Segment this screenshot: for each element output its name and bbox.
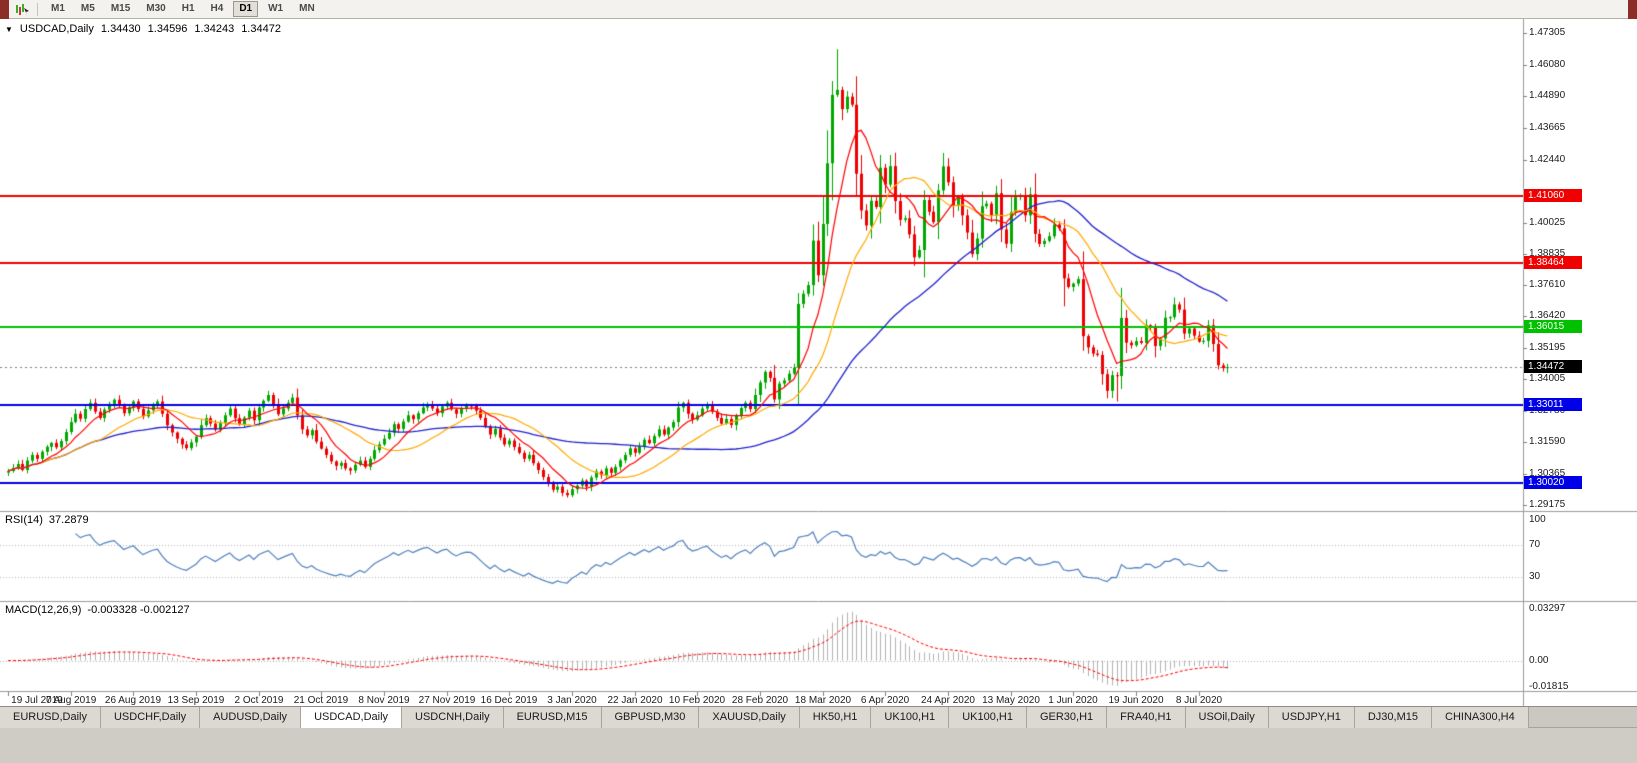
tab-uk100-h1[interactable]: UK100,H1 <box>949 707 1027 728</box>
timeframe-button-h1[interactable]: H1 <box>181 3 195 14</box>
tab-usdchf-daily[interactable]: USDCHF,Daily <box>100 707 201 728</box>
chart-title-close: 1.34472 <box>241 23 281 35</box>
chart-collapse-icon[interactable]: ▼ <box>5 25 13 34</box>
chart-title-symbol: USDCAD,Daily <box>19 23 94 35</box>
rsi-indicator-label: RSI(14) 37.2879 <box>5 514 95 526</box>
toolbar: M1 M5 M15 M30 H1 H4 D1 W1 MN <box>0 0 1637 19</box>
chart-title-high: 1.34596 <box>147 23 188 35</box>
tab-audusd-daily[interactable]: AUDUSD,Daily <box>200 707 302 728</box>
chart-cursor-icon[interactable] <box>12 1 32 18</box>
tab-usdcnh-daily[interactable]: USDCNH,Daily <box>402 707 504 728</box>
macd-name: MACD(12,26,9) <box>5 604 82 616</box>
chart-title-open: 1.34430 <box>100 23 141 35</box>
timeframe-button-m1[interactable]: M1 <box>51 3 65 14</box>
timeframe-buttons: M1 M5 M15 M30 H1 H4 D1 W1 MN <box>43 0 323 19</box>
tab-ger30-h1[interactable]: GER30,H1 <box>1026 707 1108 728</box>
tab-fra40-h1[interactable]: FRA40,H1 <box>1107 707 1186 728</box>
tab-bar-filler <box>1529 707 1637 727</box>
toolbar-separator <box>37 2 38 16</box>
tab-gbpusd-m30[interactable]: GBPUSD,M30 <box>601 707 700 728</box>
tab-eurusd-m15[interactable]: EURUSD,M15 <box>503 707 602 728</box>
tab-usdcad-daily[interactable]: USDCAD,Daily <box>301 707 403 728</box>
tab-uk100-h1[interactable]: UK100,H1 <box>871 707 950 728</box>
chart-title: ▼ USDCAD,Daily 1.34430 1.34596 1.34243 1.3447… <box>5 23 288 35</box>
chart-tab-bar: EURUSD,Daily USDCHF,Daily AUDUSD,Daily USDC… <box>0 706 1637 763</box>
tab-dj30-m15[interactable]: DJ30,M15 <box>1354 707 1432 728</box>
timeframe-button-h4[interactable]: H4 <box>210 3 224 14</box>
tab-usdjpy-h1[interactable]: USDJPY,H1 <box>1268 707 1355 728</box>
tab-hk50-h1[interactable]: HK50,H1 <box>799 707 872 728</box>
rsi-value: 37.2879 <box>48 514 89 526</box>
toolbar-edge-marker-right <box>1628 0 1637 19</box>
macd-values: -0.003328 -0.002127 <box>87 604 190 616</box>
tab-xauusd-daily[interactable]: XAUUSD,Daily <box>699 707 800 728</box>
timeframe-button-m5[interactable]: M5 <box>80 3 95 14</box>
chart-title-low: 1.34243 <box>194 23 235 35</box>
price-chart-canvas[interactable] <box>0 19 1637 706</box>
tab-eurusd-daily[interactable]: EURUSD,Daily <box>0 707 101 728</box>
timeframe-button-d1[interactable]: D1 <box>233 1 259 17</box>
timeframe-button-w1[interactable]: W1 <box>268 3 284 14</box>
macd-indicator-label: MACD(12,26,9) -0.003328 -0.002127 <box>5 604 196 616</box>
tab-usoil-daily[interactable]: USOil,Daily <box>1185 707 1269 728</box>
rsi-name: RSI(14) <box>5 514 43 526</box>
toolbar-edge-marker-left <box>0 0 9 19</box>
timeframe-button-m30[interactable]: M30 <box>146 3 166 14</box>
timeframe-button-m15[interactable]: M15 <box>110 3 131 14</box>
chart-tabs-row: EURUSD,Daily USDCHF,Daily AUDUSD,Daily USDC… <box>0 707 1637 728</box>
timeframe-button-mn[interactable]: MN <box>299 3 315 14</box>
tab-china300-h4[interactable]: CHINA300,H4 <box>1432 707 1529 728</box>
